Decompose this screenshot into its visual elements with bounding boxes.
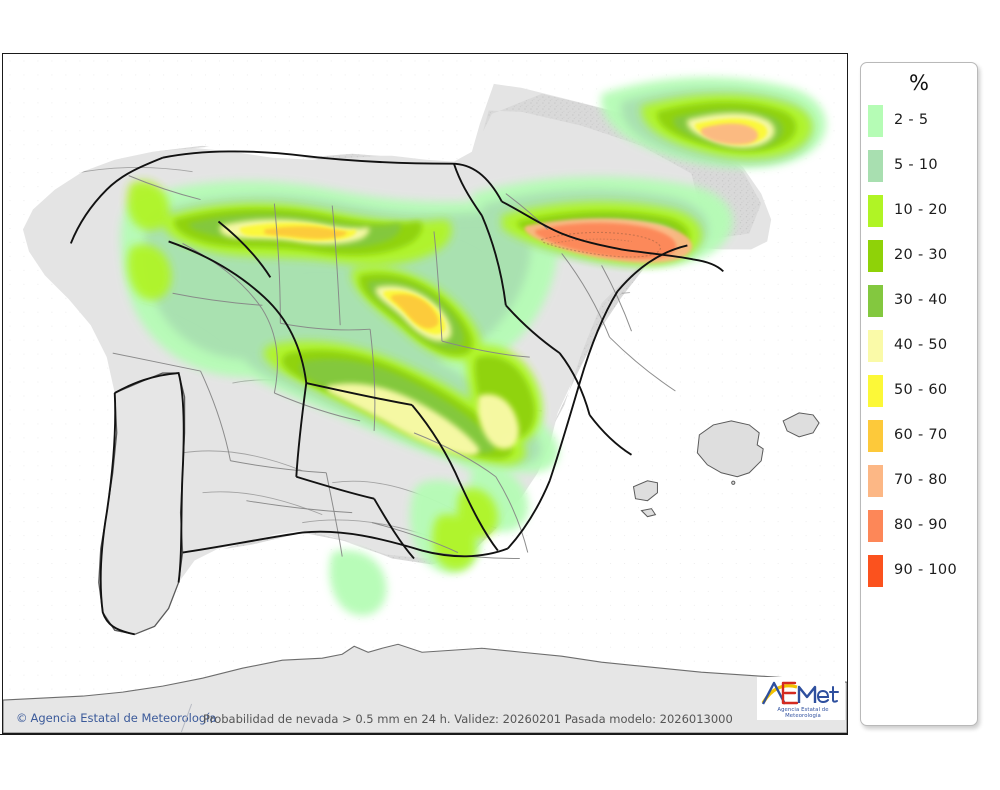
aemet-letter-m [797,685,817,703]
legend-row-30-40[interactable]: 30 - 40 [868,285,976,317]
balearic-islands [632,412,820,518]
legend-label-2-5: 2 - 5 [894,112,929,128]
legend-label-5-10: 5 - 10 [894,157,938,173]
legend-title: % [909,71,929,95]
formentera-island [640,508,657,518]
aemet-letter-t [829,686,839,703]
legend-label-70-80: 70 - 80 [894,472,948,488]
legend-row-2-5[interactable]: 2 - 5 [868,105,976,137]
pyrenees-ridge-shading [540,231,661,258]
legend-row-20-30[interactable]: 20 - 30 [868,240,976,272]
legend-swatch-80-90 [868,510,883,542]
legend-label-90-100: 90 - 100 [894,562,957,578]
legend-swatch-2-5 [868,105,883,137]
map-caption: Probabilidad de nevada > 0.5 mm en 24 h.… [203,712,733,726]
map-canvas[interactable] [3,54,847,733]
legend-label-40-50: 40 - 50 [894,337,948,353]
legend-label-60-70: 60 - 70 [894,427,948,443]
legend-label-50-60: 50 - 60 [894,382,948,398]
legend-row-70-80[interactable]: 70 - 80 [868,465,976,497]
band-80-90 [535,222,677,260]
footer-bar: © Agencia Estatal de Meteorología Probabi… [0,703,848,735]
legend-row-5-10[interactable]: 5 - 10 [868,150,976,182]
map-frame[interactable] [2,53,848,734]
legend-swatch-60-70 [868,420,883,452]
legend-swatch-5-10 [868,150,883,182]
legend-panel: % 2 - 5 5 - 10 10 - 20 20 - 30 30 - 40 4… [860,62,978,726]
legend-row-10-20[interactable]: 10 - 20 [868,195,976,227]
aemet-letter-e [781,681,799,705]
legend-swatch-10-20 [868,195,883,227]
legend-swatch-40-50 [868,330,883,362]
aemet-logo: Agencia Estatal de Meteorología [757,677,845,720]
legend-swatch-50-60 [868,375,883,407]
copyright-icon: © [16,711,28,725]
footer-baseline-rule [0,734,848,735]
legend-swatch-30-40 [868,285,883,317]
legend-row-60-70[interactable]: 60 - 70 [868,420,976,452]
cabrera-island [731,480,736,485]
administrative-borders [69,150,724,636]
legend-label-20-30: 20 - 30 [894,247,948,263]
legend-label-80-90: 80 - 90 [894,517,948,533]
legend-row-80-90[interactable]: 80 - 90 [868,510,976,542]
legend-row-40-50[interactable]: 40 - 50 [868,330,976,362]
legend-row-90-100[interactable]: 90 - 100 [868,555,976,587]
copyright-notice: © Agencia Estatal de Meteorología [16,711,216,725]
aemet-letter-e2 [816,689,830,704]
ibiza-island [632,480,658,502]
legend-swatch-70-80 [868,465,883,497]
legend-label-30-40: 30 - 40 [894,292,948,308]
national-borders [69,150,724,636]
aemet-logo-subtitle: Agencia Estatal de Meteorología [777,707,829,719]
copyright-text: Agencia Estatal de Meteorología [30,711,217,725]
aemet-logo-mark [761,681,839,705]
legend-label-10-20: 10 - 20 [894,202,948,218]
legend-swatch-20-30 [868,240,883,272]
aemet-letter-a [761,681,787,705]
legend-swatch-90-100 [868,555,883,587]
menorca-island [782,412,820,438]
mallorca-island [696,420,764,478]
legend-row-50-60[interactable]: 50 - 60 [868,375,976,407]
